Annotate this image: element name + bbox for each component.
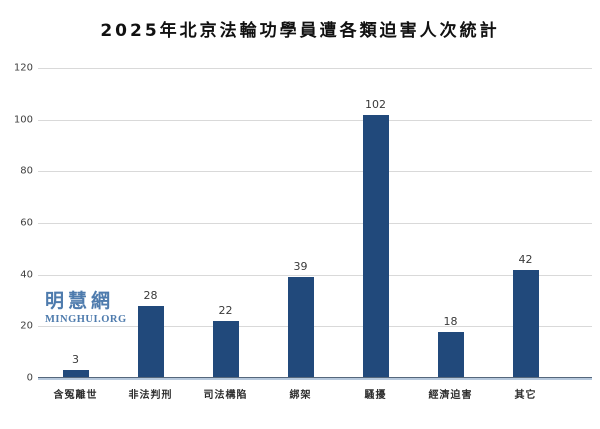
x-axis-line <box>38 377 592 380</box>
bar <box>212 321 239 378</box>
x-tick-label: 其它 <box>514 390 537 401</box>
gridline <box>38 274 592 276</box>
y-tick-label: 0 <box>26 372 33 384</box>
x-tick-label: 綁架 <box>289 390 312 401</box>
bar-value-label: 39 <box>293 260 308 274</box>
bar <box>287 277 314 378</box>
gridline <box>38 119 592 121</box>
y-tick-label: 40 <box>20 269 33 281</box>
bar-value-label: 28 <box>143 288 158 302</box>
bar <box>437 331 464 378</box>
bar <box>362 114 389 378</box>
y-tick-label: 20 <box>20 320 33 332</box>
bar-value-label: 102 <box>365 97 386 111</box>
y-tick-label: 100 <box>13 114 33 126</box>
x-tick-label: 含冤離世 <box>53 390 98 401</box>
x-tick-label: 非法判刑 <box>128 390 173 401</box>
bar-value-label: 3 <box>72 353 79 367</box>
chart-title: 2025年北京法輪功學員遭各類迫害人次統計 <box>100 21 500 41</box>
x-tick-label: 司法構陷 <box>203 390 248 401</box>
bar <box>62 370 89 378</box>
gridline <box>38 223 592 224</box>
bar-value-label: 42 <box>518 252 533 266</box>
bar-value-label: 18 <box>443 314 458 328</box>
gridline <box>38 326 592 328</box>
gridline <box>38 68 592 69</box>
watermark-chinese-text: 明慧網 <box>45 290 115 312</box>
gridline <box>38 171 592 173</box>
x-tick-label: 騷擾 <box>364 390 387 401</box>
bar <box>512 269 539 378</box>
bar-value-label: 22 <box>218 304 233 318</box>
plot-area: 3 28 22 39 102 18 42 <box>38 68 592 378</box>
y-tick-label: 120 <box>13 62 33 74</box>
x-tick-label: 經濟迫害 <box>428 390 473 401</box>
watermark-latin-text: MINGHUI.ORG <box>45 313 127 325</box>
y-tick-label: 80 <box>20 165 33 177</box>
bar <box>137 305 164 378</box>
y-tick-label: 60 <box>20 217 33 229</box>
minghui-watermark: 明慧網 MINGHUI.ORG <box>45 290 127 325</box>
